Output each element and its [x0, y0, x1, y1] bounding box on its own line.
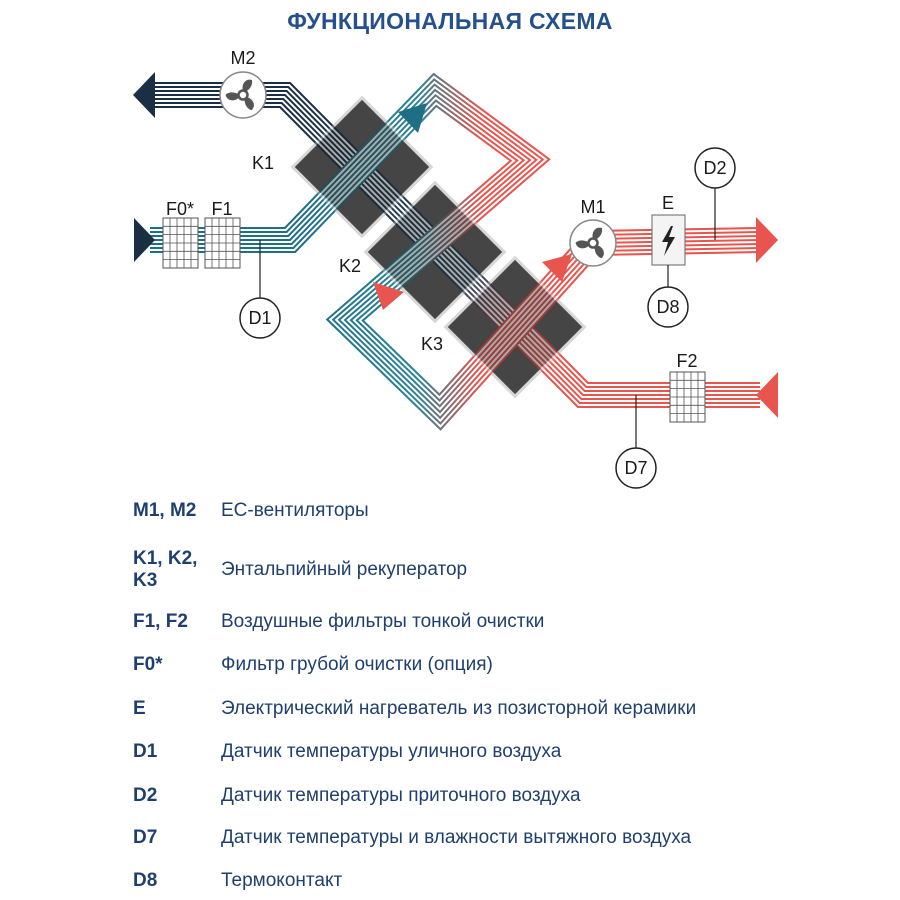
legend-row: F0* Фильтр грубой очистки (опция)	[133, 654, 833, 676]
functional-diagram: M2 K1 K2 K3 F0* F1 M1 E F2 D1 D2 D8 D7	[133, 48, 778, 489]
fan-m1	[569, 219, 617, 267]
label-m1: M1	[580, 197, 605, 217]
lightning-icon	[662, 226, 675, 256]
label-m2: M2	[230, 48, 255, 68]
legend-description: Воздушные фильтры тонкой очистки	[221, 611, 545, 632]
legend-key: E	[133, 698, 146, 719]
legend-key: M1, M2	[133, 500, 197, 521]
heater-e	[651, 214, 686, 266]
legend-description: Датчик температуры уличного воздуха	[221, 741, 562, 762]
supply-air-band-overlay	[150, 72, 761, 431]
legend-row: K1, K2, K3 Энтальпийный рекуператор	[133, 548, 833, 592]
legend-description: Фильтр грубой очистки (опция)	[221, 654, 493, 675]
legend-key: D8	[133, 870, 158, 891]
legend-description: Электрический нагреватель из позисторной…	[221, 698, 697, 719]
label-e: E	[662, 193, 674, 213]
label-f1: F1	[211, 199, 232, 219]
legend-key: K1, K2, K3	[133, 548, 198, 591]
sensor-d1	[239, 297, 281, 339]
exhaust-out-arrow	[133, 72, 155, 118]
sensor-d2	[694, 147, 736, 189]
filter-f2	[669, 371, 706, 423]
outdoor-in-arrow	[134, 218, 155, 262]
label-d1: D1	[248, 308, 271, 328]
label-k3: K3	[421, 334, 443, 354]
fan-icon	[225, 79, 257, 111]
legend-key: D7	[133, 827, 158, 848]
fan-icon	[575, 227, 607, 259]
label-k2: K2	[339, 256, 361, 276]
legend-key: D2	[133, 785, 158, 806]
sensor-d8	[647, 286, 689, 328]
label-d8: D8	[656, 297, 679, 317]
filter-f0	[162, 217, 199, 269]
sensor-d7	[615, 447, 657, 489]
label-f0: F0*	[166, 199, 194, 219]
legend-row: M1, M2 EC-вентиляторы	[133, 500, 833, 522]
legend-key: F0*	[133, 654, 163, 675]
legend-description: Датчик температуры приточного воздуха	[221, 785, 581, 806]
legend-row: D7 Датчик температуры и влажности вытяжно…	[133, 827, 833, 849]
legend-key: D1	[133, 741, 158, 762]
flow-arrow-up	[398, 103, 427, 133]
legend-row: D1 Датчик температуры уличного воздуха	[133, 741, 833, 763]
legend-row: D2 Датчик температуры приточного воздуха	[133, 785, 833, 807]
legend-description: Энтальпийный рекуператор	[221, 559, 468, 580]
legend-row: E Электрический нагреватель из позисторно…	[133, 698, 833, 720]
legend-row: D8 Термоконтакт	[133, 870, 833, 892]
flow-arrow-down	[373, 282, 404, 310]
supply-out-arrow	[756, 217, 778, 263]
extract-in-arrow	[756, 372, 778, 418]
page-title: ФУНКЦИОНАЛЬНАЯ СХЕМА	[287, 8, 613, 34]
legend-row: F1, F2 Воздушные фильтры тонкой очистки	[133, 611, 833, 633]
label-d2: D2	[703, 158, 726, 178]
legend-key: F1, F2	[133, 611, 188, 632]
legend-description: EC-вентиляторы	[221, 500, 369, 521]
label-d7: D7	[624, 458, 647, 478]
label-f2: F2	[676, 351, 697, 371]
legend-description: Термоконтакт	[221, 870, 343, 891]
legend-description: Датчик температуры и влажности вытяжного…	[221, 827, 692, 848]
flow-arrow-upright	[542, 254, 572, 282]
label-k1: K1	[252, 153, 274, 173]
fan-m2	[219, 71, 267, 119]
filter-f1	[204, 217, 241, 269]
